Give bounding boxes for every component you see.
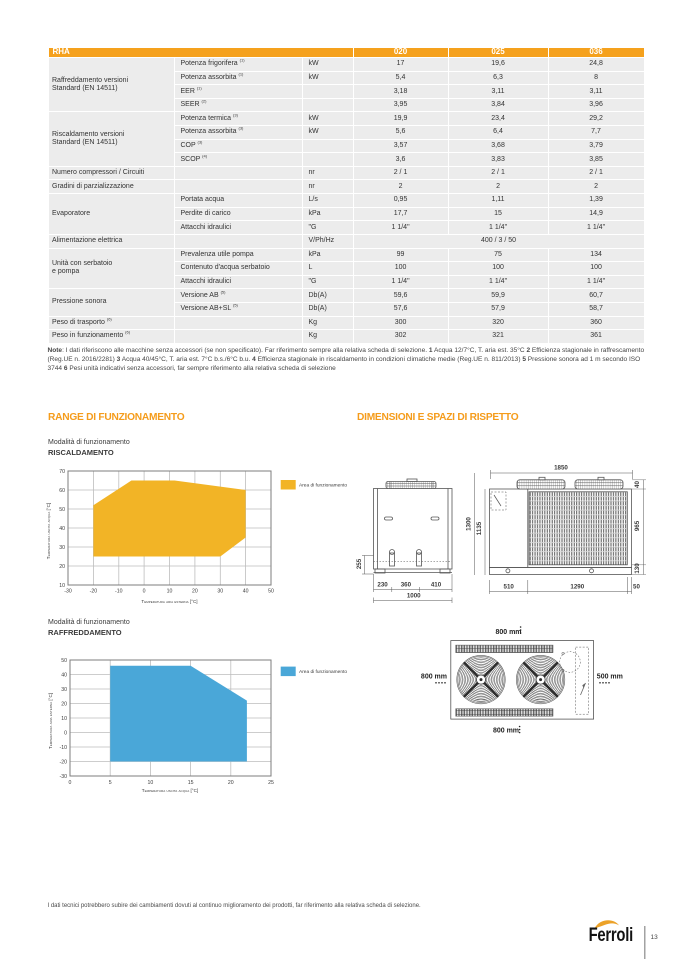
svg-text:50: 50: [633, 583, 640, 590]
svg-text:Area di funzionamento: Area di funzionamento: [299, 669, 347, 675]
svg-text:Ferroli: Ferroli: [589, 924, 633, 945]
svg-text:230: 230: [377, 582, 388, 589]
svg-text:Temperatura aria esterna [°C]: Temperatura aria esterna [°C]: [48, 693, 53, 749]
svg-text:30: 30: [59, 545, 65, 551]
svg-text:1000: 1000: [407, 593, 421, 600]
svg-text:10: 10: [59, 583, 65, 589]
svg-text:30: 30: [217, 589, 223, 595]
svg-text:1300: 1300: [466, 517, 473, 531]
svg-text:-10: -10: [60, 745, 68, 751]
svg-text:40: 40: [59, 526, 65, 532]
svg-text:255: 255: [356, 558, 363, 569]
svg-text:60: 60: [59, 488, 65, 494]
svg-text:10: 10: [61, 716, 67, 722]
svg-text:-30: -30: [64, 589, 72, 595]
svg-text:1135: 1135: [476, 521, 483, 535]
svg-text:20: 20: [228, 780, 234, 786]
svg-text:10: 10: [148, 780, 154, 786]
svg-text:50: 50: [268, 589, 274, 595]
svg-text:-20: -20: [90, 589, 98, 595]
svg-text:50: 50: [61, 658, 67, 664]
svg-text:800 mm: 800 mm: [421, 674, 447, 681]
svg-text:13: 13: [651, 934, 659, 941]
svg-text:1850: 1850: [554, 465, 568, 472]
svg-text:Area di funzionamento: Area di funzionamento: [299, 483, 347, 489]
svg-text:0: 0: [143, 589, 146, 595]
svg-text:-20: -20: [60, 760, 68, 766]
svg-text:20: 20: [59, 564, 65, 570]
svg-text:800 mm: 800 mm: [495, 629, 521, 636]
svg-text:360: 360: [401, 582, 412, 589]
svg-text:15: 15: [188, 780, 194, 786]
svg-text:20: 20: [61, 702, 67, 708]
svg-text:965: 965: [634, 520, 641, 531]
svg-text:40: 40: [243, 589, 249, 595]
svg-text:40: 40: [61, 673, 67, 679]
svg-text:30: 30: [61, 687, 67, 693]
svg-text:20: 20: [192, 589, 198, 595]
svg-text:25: 25: [268, 780, 274, 786]
svg-text:50: 50: [59, 507, 65, 513]
svg-text:1290: 1290: [570, 583, 584, 590]
svg-text:40: 40: [634, 481, 641, 488]
svg-text:130: 130: [634, 563, 641, 574]
svg-text:800 mm: 800 mm: [493, 728, 519, 735]
svg-text:510: 510: [504, 583, 515, 590]
svg-text:410: 410: [431, 582, 442, 589]
svg-text:Temperatura uscita acqua [°C]: Temperatura uscita acqua [°C]: [46, 503, 51, 559]
svg-text:Temperatura uscita acqua [°C]: Temperatura uscita acqua [°C]: [142, 788, 198, 793]
svg-text:5: 5: [109, 780, 112, 786]
svg-text:0: 0: [69, 780, 72, 786]
svg-text:500 mm: 500 mm: [597, 674, 623, 681]
svg-text:70: 70: [59, 469, 65, 475]
svg-text:0: 0: [64, 731, 67, 737]
svg-text:Temperatura aria esterna [°C]: Temperatura aria esterna [°C]: [141, 599, 197, 604]
svg-text:-30: -30: [60, 774, 68, 780]
svg-text:10: 10: [167, 589, 173, 595]
svg-text:-10: -10: [115, 589, 123, 595]
